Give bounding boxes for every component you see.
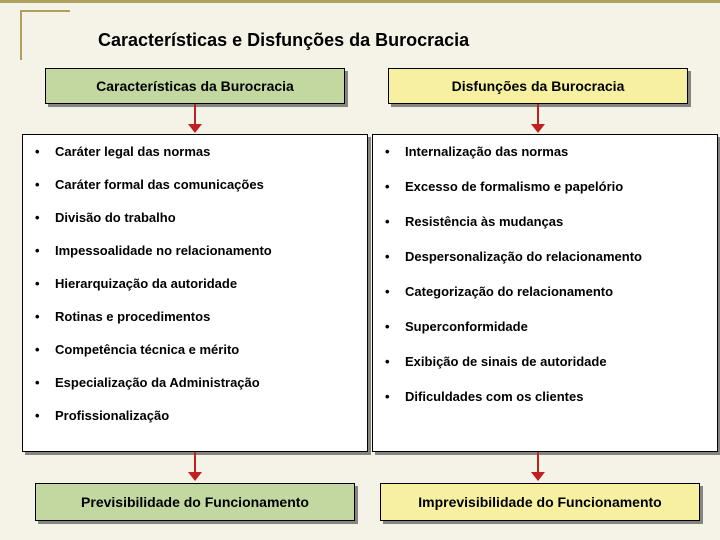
list-item: •Profissionalização [31, 409, 359, 424]
arrow-list-to-footer-right [537, 452, 539, 474]
list-item: •Categorização do relacionamento [381, 285, 709, 300]
bullet-icon: • [381, 320, 405, 335]
outer-frame [20, 10, 70, 60]
list-left: •Caráter legal das normas•Caráter formal… [22, 134, 368, 452]
list-item-label: Especialização da Administração [55, 376, 260, 391]
list-item-label: Caráter legal das normas [55, 145, 210, 160]
list-item-label: Categorização do relacionamento [405, 285, 613, 300]
list-item-label: Hierarquização da autoridade [55, 277, 237, 292]
list-item: •Exibição de sinais de autoridade [381, 355, 709, 370]
list-item-label: Competência técnica e mérito [55, 343, 239, 358]
list-item: •Especialização da Administração [31, 376, 359, 391]
list-item: •Caráter legal das normas [31, 145, 359, 160]
list-item: •Competência técnica e mérito [31, 343, 359, 358]
header-left: Características da Burocracia [45, 68, 345, 104]
list-item-label: Divisão do trabalho [55, 211, 176, 226]
bullet-icon: • [31, 409, 55, 424]
bullet-icon: • [31, 244, 55, 259]
footer-right-label: Imprevisibilidade do Funcionamento [418, 494, 661, 510]
header-right: Disfunções da Burocracia [388, 68, 688, 104]
arrow-header-to-list-left [194, 104, 196, 126]
bullet-icon: • [381, 215, 405, 230]
arrow-header-to-list-right [537, 104, 539, 126]
list-item: •Caráter formal das comunicações [31, 178, 359, 193]
list-item-label: Profissionalização [55, 409, 169, 424]
header-left-label: Características da Burocracia [96, 78, 294, 94]
bullet-icon: • [31, 178, 55, 193]
list-item-label: Internalização das normas [405, 145, 568, 160]
list-item: •Rotinas e procedimentos [31, 310, 359, 325]
bullet-icon: • [381, 355, 405, 370]
list-item-label: Resistência às mudanças [405, 215, 563, 230]
list-item-label: Impessoalidade no relacionamento [55, 244, 272, 259]
list-item: •Hierarquização da autoridade [31, 277, 359, 292]
footer-right: Imprevisibilidade do Funcionamento [380, 483, 700, 521]
arrow-head-1 [188, 124, 202, 133]
list-item: •Divisão do trabalho [31, 211, 359, 226]
arrow-head-3 [188, 472, 202, 481]
list-item: •Dificuldades com os clientes [381, 390, 709, 405]
bullet-icon: • [31, 277, 55, 292]
list-right: •Internalização das normas•Excesso de fo… [372, 134, 718, 452]
arrow-head-4 [531, 472, 545, 481]
footer-left-label: Previsibilidade do Funcionamento [81, 494, 309, 510]
bullet-icon: • [31, 145, 55, 160]
list-item-label: Despersonalização do relacionamento [405, 250, 642, 265]
bullet-icon: • [31, 310, 55, 325]
bullet-icon: • [381, 180, 405, 195]
list-item: •Superconformidade [381, 320, 709, 335]
list-item-label: Excesso de formalismo e papelório [405, 180, 623, 195]
list-item-label: Exibição de sinais de autoridade [405, 355, 607, 370]
bullet-icon: • [381, 250, 405, 265]
bullet-icon: • [381, 390, 405, 405]
list-item-label: Rotinas e procedimentos [55, 310, 210, 325]
list-item: •Resistência às mudanças [381, 215, 709, 230]
bullet-icon: • [31, 343, 55, 358]
list-item: •Excesso de formalismo e papelório [381, 180, 709, 195]
list-item-label: Dificuldades com os clientes [405, 390, 583, 405]
bullet-icon: • [381, 285, 405, 300]
list-item-label: Superconformidade [405, 320, 528, 335]
list-item: •Impessoalidade no relacionamento [31, 244, 359, 259]
footer-left: Previsibilidade do Funcionamento [35, 483, 355, 521]
arrow-list-to-footer-left [194, 452, 196, 474]
arrow-head-2 [531, 124, 545, 133]
list-item: •Despersonalização do relacionamento [381, 250, 709, 265]
page-title: Características e Disfunções da Burocrac… [98, 30, 469, 51]
list-item: •Internalização das normas [381, 145, 709, 160]
bullet-icon: • [31, 211, 55, 226]
top-accent-bar [0, 0, 720, 3]
list-item-label: Caráter formal das comunicações [55, 178, 264, 193]
bullet-icon: • [31, 376, 55, 391]
bullet-icon: • [381, 145, 405, 160]
header-right-label: Disfunções da Burocracia [452, 78, 625, 94]
